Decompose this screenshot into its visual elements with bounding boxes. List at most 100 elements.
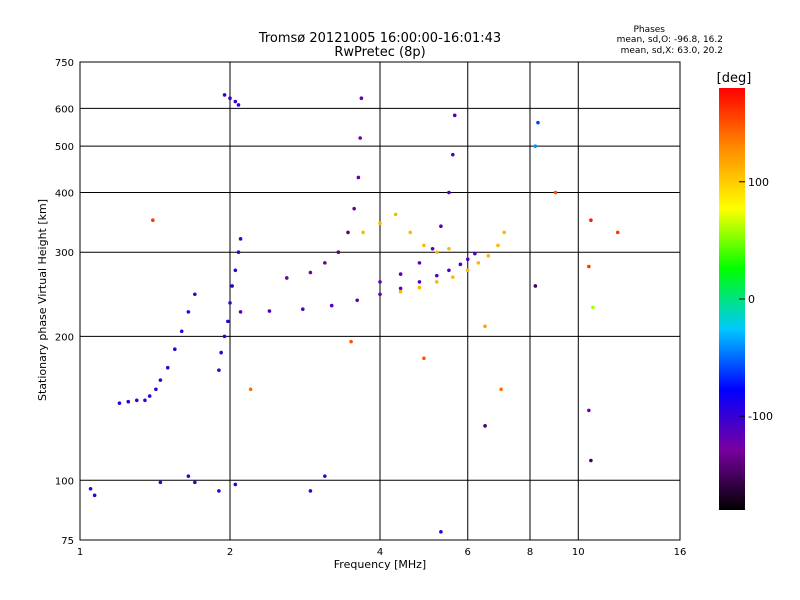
data-point	[422, 356, 426, 361]
data-point	[434, 280, 439, 284]
colorbar-label: [deg]	[717, 71, 752, 86]
data-point	[217, 368, 221, 372]
data-point	[589, 218, 593, 223]
data-point	[186, 474, 191, 478]
data-point	[483, 424, 487, 428]
data-point	[323, 261, 327, 265]
data-point	[267, 309, 272, 313]
data-point	[355, 298, 359, 303]
phases-info-o: mean, sd,O: -96.8, 16.2	[617, 35, 723, 45]
data-point	[587, 264, 591, 269]
data-point	[352, 206, 356, 211]
data-point	[233, 268, 238, 273]
plot-frame	[79, 61, 681, 541]
data-point	[233, 99, 238, 104]
data-point	[587, 408, 591, 413]
data-point	[248, 387, 253, 392]
data-point	[451, 152, 455, 157]
data-point	[346, 230, 350, 235]
data-point	[378, 292, 382, 297]
data-point	[378, 280, 382, 284]
data-point	[284, 276, 289, 280]
data-point	[301, 307, 305, 311]
data-point	[589, 458, 593, 463]
data-point	[422, 243, 426, 248]
y-tick-label: 300	[55, 248, 74, 259]
y-tick-label: 75	[61, 536, 74, 547]
data-point	[483, 324, 487, 329]
x-tick-label: 8	[527, 547, 533, 558]
data-point	[439, 530, 443, 534]
data-point	[452, 113, 457, 118]
data-point	[417, 261, 422, 265]
data-point	[447, 268, 451, 273]
data-point	[151, 218, 155, 223]
data-point	[615, 230, 620, 235]
data-point	[323, 474, 327, 478]
data-point	[219, 350, 223, 355]
x-axis-label: Frequency [MHz]	[334, 558, 426, 571]
x-tick-label: 4	[377, 547, 383, 558]
data-point	[236, 103, 241, 107]
x-tick-label: 10	[572, 547, 585, 558]
data-point	[499, 387, 503, 392]
data-point	[417, 285, 422, 290]
data-point	[533, 284, 538, 288]
data-point	[222, 334, 227, 339]
phases-info-x: mean, sd,X: 63.0, 20.2	[621, 46, 723, 56]
chart-subtitle: RwPretec (8p)	[334, 45, 425, 60]
data-point	[447, 190, 451, 195]
data-point	[476, 261, 481, 265]
data-point	[308, 489, 313, 493]
data-point	[193, 480, 197, 485]
data-point	[358, 136, 362, 140]
data-point	[143, 398, 147, 403]
data-points	[88, 93, 620, 534]
data-point	[308, 270, 313, 275]
x-tick-label: 2	[227, 547, 233, 558]
data-point	[226, 319, 230, 324]
x-tick-label: 6	[465, 547, 471, 558]
data-point	[434, 273, 439, 278]
data-point	[233, 482, 238, 487]
data-point	[591, 305, 595, 310]
data-point	[356, 175, 361, 180]
data-point	[158, 378, 163, 382]
data-point	[398, 286, 403, 291]
data-point	[393, 212, 398, 217]
data-point	[434, 250, 439, 255]
data-point	[465, 257, 470, 262]
data-point	[439, 224, 443, 229]
data-point	[361, 230, 365, 235]
data-point	[230, 284, 234, 288]
data-point	[465, 268, 470, 273]
data-point	[417, 280, 422, 284]
data-point	[154, 387, 158, 392]
data-point	[88, 486, 93, 491]
x-tick-label: 16	[674, 547, 687, 558]
data-point	[496, 243, 500, 248]
data-point	[228, 301, 232, 305]
data-point	[502, 230, 506, 235]
data-point	[193, 292, 197, 297]
data-point	[238, 237, 243, 241]
y-tick-label: 600	[55, 104, 74, 115]
y-tick-label: 500	[55, 142, 74, 153]
axes: 1 2 4 6 8 10 16 75 100 200 300 400 500 600 750	[55, 58, 686, 558]
y-tick-label: 400	[55, 188, 74, 199]
data-point	[92, 493, 97, 498]
data-point	[359, 96, 364, 100]
data-point	[134, 398, 139, 403]
x-tick-label: 1	[77, 547, 83, 558]
grid-lines	[80, 62, 680, 540]
data-point	[165, 365, 170, 370]
y-tick-label: 200	[55, 332, 74, 343]
phases-info-title: Phases	[633, 25, 665, 35]
data-point	[398, 272, 403, 276]
chart-title: Tromsø 20121005 16:00:00-16:01:43	[258, 31, 501, 46]
data-point	[147, 394, 152, 398]
data-point	[238, 310, 243, 314]
data-point	[336, 250, 341, 255]
data-point	[486, 253, 491, 258]
